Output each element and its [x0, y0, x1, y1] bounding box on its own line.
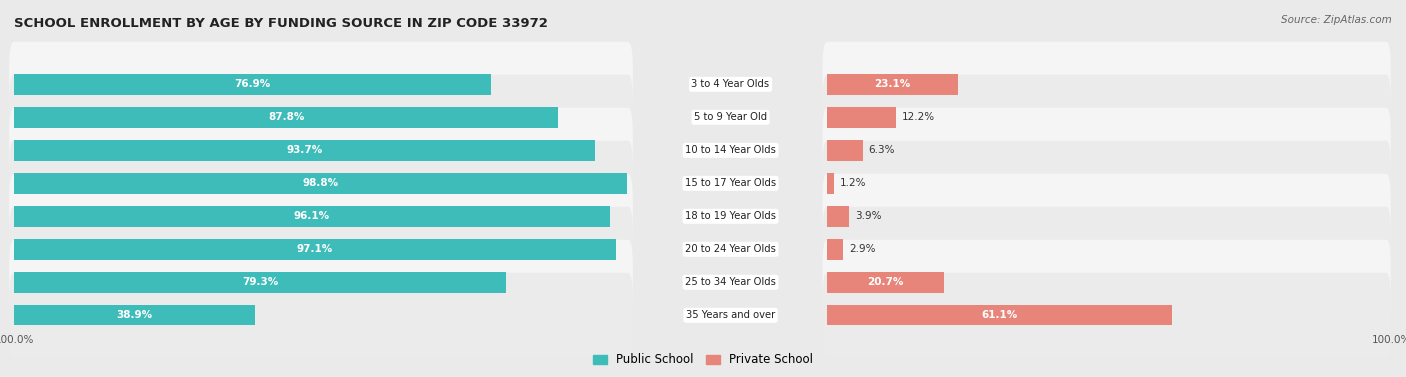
Text: 93.7%: 93.7%: [287, 145, 322, 155]
Bar: [14, 173, 627, 193]
FancyBboxPatch shape: [823, 75, 1391, 160]
Bar: [14, 305, 256, 325]
FancyBboxPatch shape: [823, 273, 1391, 358]
Bar: [14, 272, 506, 293]
FancyBboxPatch shape: [8, 108, 633, 193]
Text: SCHOOL ENROLLMENT BY AGE BY FUNDING SOURCE IN ZIP CODE 33972: SCHOOL ENROLLMENT BY AGE BY FUNDING SOUR…: [14, 17, 548, 30]
FancyBboxPatch shape: [823, 141, 1391, 226]
Text: 6.3%: 6.3%: [869, 145, 894, 155]
FancyBboxPatch shape: [823, 240, 1391, 325]
Bar: [14, 239, 616, 259]
Text: 96.1%: 96.1%: [294, 211, 330, 221]
FancyBboxPatch shape: [823, 108, 1391, 193]
Bar: [14, 74, 491, 95]
Text: 3 to 4 Year Olds: 3 to 4 Year Olds: [692, 79, 769, 89]
Bar: [827, 239, 844, 259]
FancyBboxPatch shape: [823, 174, 1391, 259]
Text: 12.2%: 12.2%: [901, 112, 935, 123]
Text: 76.9%: 76.9%: [235, 79, 270, 89]
Text: 23.1%: 23.1%: [875, 79, 910, 89]
Text: 20 to 24 Year Olds: 20 to 24 Year Olds: [685, 244, 776, 254]
Text: 2.9%: 2.9%: [849, 244, 876, 254]
Text: 1.2%: 1.2%: [839, 178, 866, 188]
FancyBboxPatch shape: [823, 42, 1391, 127]
Text: 97.1%: 97.1%: [297, 244, 333, 254]
FancyBboxPatch shape: [8, 273, 633, 358]
Text: 18 to 19 Year Olds: 18 to 19 Year Olds: [685, 211, 776, 221]
Text: 87.8%: 87.8%: [269, 112, 305, 123]
Text: 38.9%: 38.9%: [117, 310, 153, 320]
Bar: [827, 74, 957, 95]
Text: 5 to 9 Year Old: 5 to 9 Year Old: [695, 112, 768, 123]
Bar: [14, 206, 610, 227]
Text: 20.7%: 20.7%: [868, 277, 904, 287]
Text: 25 to 34 Year Olds: 25 to 34 Year Olds: [685, 277, 776, 287]
Text: 15 to 17 Year Olds: 15 to 17 Year Olds: [685, 178, 776, 188]
Bar: [827, 206, 849, 227]
Bar: [827, 272, 943, 293]
Bar: [827, 107, 896, 127]
Text: 61.1%: 61.1%: [981, 310, 1018, 320]
FancyBboxPatch shape: [823, 207, 1391, 292]
FancyBboxPatch shape: [8, 174, 633, 259]
Bar: [14, 140, 595, 161]
Text: 98.8%: 98.8%: [302, 178, 339, 188]
FancyBboxPatch shape: [8, 141, 633, 226]
Text: 10 to 14 Year Olds: 10 to 14 Year Olds: [685, 145, 776, 155]
FancyBboxPatch shape: [8, 75, 633, 160]
Text: Source: ZipAtlas.com: Source: ZipAtlas.com: [1281, 15, 1392, 25]
Text: 3.9%: 3.9%: [855, 211, 882, 221]
Bar: [827, 305, 1173, 325]
Bar: [827, 173, 834, 193]
Text: 79.3%: 79.3%: [242, 277, 278, 287]
FancyBboxPatch shape: [8, 240, 633, 325]
Legend: Public School, Private School: Public School, Private School: [588, 349, 818, 371]
Bar: [827, 140, 863, 161]
FancyBboxPatch shape: [8, 42, 633, 127]
Text: 35 Years and over: 35 Years and over: [686, 310, 775, 320]
Bar: [14, 107, 558, 127]
FancyBboxPatch shape: [8, 207, 633, 292]
